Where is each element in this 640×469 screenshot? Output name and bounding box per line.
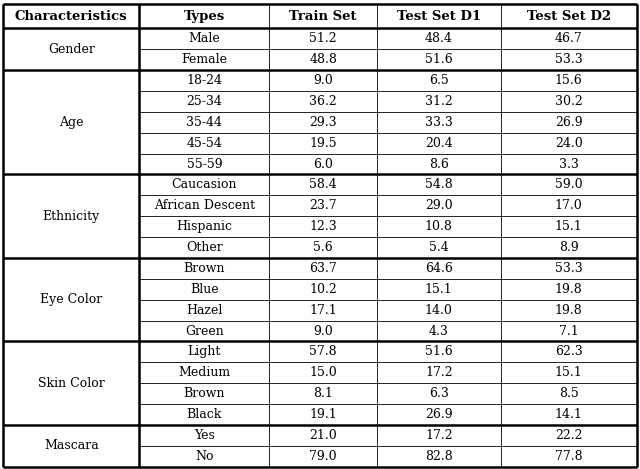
Text: 7.1: 7.1: [559, 325, 579, 338]
Text: Gender: Gender: [48, 43, 95, 56]
Text: 24.0: 24.0: [555, 136, 582, 150]
Text: 45-54: 45-54: [186, 136, 222, 150]
Text: Train Set: Train Set: [289, 9, 357, 23]
Text: Brown: Brown: [184, 387, 225, 400]
Text: 8.9: 8.9: [559, 241, 579, 254]
Text: 77.8: 77.8: [555, 450, 582, 463]
Text: Blue: Blue: [190, 283, 219, 296]
Text: 17.1: 17.1: [309, 303, 337, 317]
Text: 15.6: 15.6: [555, 74, 582, 87]
Text: 15.1: 15.1: [555, 220, 582, 233]
Text: 19.5: 19.5: [309, 136, 337, 150]
Text: Test Set D1: Test Set D1: [397, 9, 481, 23]
Text: 31.2: 31.2: [425, 95, 452, 108]
Text: Types: Types: [184, 9, 225, 23]
Text: 22.2: 22.2: [555, 429, 582, 442]
Text: 53.3: 53.3: [555, 262, 582, 275]
Text: Mascara: Mascara: [44, 439, 99, 452]
Text: Skin Color: Skin Color: [38, 377, 105, 390]
Text: 19.1: 19.1: [309, 408, 337, 421]
Text: 62.3: 62.3: [555, 345, 582, 358]
Text: 10.2: 10.2: [309, 283, 337, 296]
Text: 9.0: 9.0: [314, 74, 333, 87]
Text: 4.3: 4.3: [429, 325, 449, 338]
Text: 29.0: 29.0: [425, 199, 452, 212]
Text: African Descent: African Descent: [154, 199, 255, 212]
Text: Hispanic: Hispanic: [177, 220, 232, 233]
Text: 18-24: 18-24: [186, 74, 222, 87]
Text: Light: Light: [188, 345, 221, 358]
Text: 51.6: 51.6: [425, 345, 452, 358]
Text: 6.0: 6.0: [313, 158, 333, 171]
Text: 21.0: 21.0: [309, 429, 337, 442]
Text: 15.0: 15.0: [309, 366, 337, 379]
Text: Eye Color: Eye Color: [40, 293, 102, 306]
Text: 46.7: 46.7: [555, 32, 582, 45]
Text: 29.3: 29.3: [309, 116, 337, 129]
Text: 53.3: 53.3: [555, 53, 582, 66]
Text: 14.1: 14.1: [555, 408, 582, 421]
Text: 10.8: 10.8: [425, 220, 452, 233]
Text: 19.8: 19.8: [555, 303, 582, 317]
Text: 17.2: 17.2: [425, 366, 452, 379]
Text: 64.6: 64.6: [425, 262, 452, 275]
Text: Black: Black: [187, 408, 222, 421]
Text: 26.9: 26.9: [425, 408, 452, 421]
Text: Caucasion: Caucasion: [172, 178, 237, 191]
Text: Test Set D2: Test Set D2: [527, 9, 611, 23]
Text: 3.3: 3.3: [559, 158, 579, 171]
Text: 51.2: 51.2: [309, 32, 337, 45]
Text: 6.5: 6.5: [429, 74, 449, 87]
Text: 12.3: 12.3: [309, 220, 337, 233]
Text: No: No: [195, 450, 214, 463]
Text: Ethnicity: Ethnicity: [43, 210, 100, 223]
Text: Medium: Medium: [179, 366, 230, 379]
Text: 55-59: 55-59: [186, 158, 222, 171]
Text: 63.7: 63.7: [309, 262, 337, 275]
Text: 5.4: 5.4: [429, 241, 449, 254]
Text: 36.2: 36.2: [309, 95, 337, 108]
Text: 30.2: 30.2: [555, 95, 582, 108]
Text: Characteristics: Characteristics: [15, 9, 127, 23]
Text: 48.4: 48.4: [425, 32, 452, 45]
Text: 6.3: 6.3: [429, 387, 449, 400]
Text: 57.8: 57.8: [309, 345, 337, 358]
Text: 59.0: 59.0: [555, 178, 582, 191]
Text: Yes: Yes: [194, 429, 215, 442]
Text: 35-44: 35-44: [186, 116, 222, 129]
Text: 8.1: 8.1: [313, 387, 333, 400]
Text: 15.1: 15.1: [555, 366, 582, 379]
Text: 26.9: 26.9: [555, 116, 582, 129]
Text: 17.0: 17.0: [555, 199, 582, 212]
Text: 19.8: 19.8: [555, 283, 582, 296]
Text: 9.0: 9.0: [314, 325, 333, 338]
Text: 8.6: 8.6: [429, 158, 449, 171]
Text: 33.3: 33.3: [425, 116, 452, 129]
Text: 5.6: 5.6: [314, 241, 333, 254]
Text: 51.6: 51.6: [425, 53, 452, 66]
Text: 15.1: 15.1: [425, 283, 452, 296]
Text: Brown: Brown: [184, 262, 225, 275]
Text: 82.8: 82.8: [425, 450, 452, 463]
Text: 48.8: 48.8: [309, 53, 337, 66]
Text: Female: Female: [181, 53, 227, 66]
Text: 8.5: 8.5: [559, 387, 579, 400]
Text: 79.0: 79.0: [309, 450, 337, 463]
Text: Other: Other: [186, 241, 223, 254]
Text: 14.0: 14.0: [425, 303, 452, 317]
Text: 58.4: 58.4: [309, 178, 337, 191]
Text: Green: Green: [185, 325, 224, 338]
Text: 54.8: 54.8: [425, 178, 452, 191]
Text: 17.2: 17.2: [425, 429, 452, 442]
Text: 25-34: 25-34: [186, 95, 222, 108]
Text: Hazel: Hazel: [186, 303, 223, 317]
Text: Age: Age: [59, 116, 84, 129]
Text: 20.4: 20.4: [425, 136, 452, 150]
Text: Male: Male: [189, 32, 220, 45]
Text: 23.7: 23.7: [309, 199, 337, 212]
